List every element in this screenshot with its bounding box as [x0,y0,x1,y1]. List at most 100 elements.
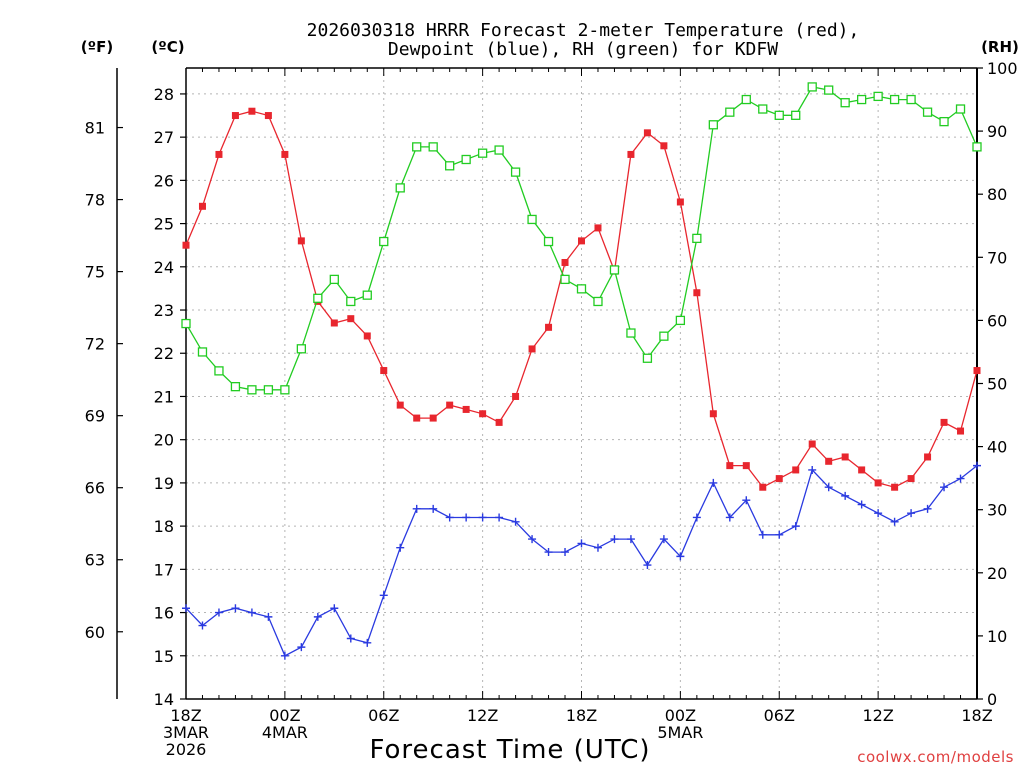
data-point [429,414,437,422]
watermark: coolwx.com/models [857,748,1014,766]
data-point [197,347,208,357]
data-point [693,289,701,297]
rh-tick-label: 100 [987,59,1018,78]
data-point [824,85,834,95]
data-point [263,385,274,395]
data-point [379,236,389,247]
celsius-axis: 14 15 16 17 18 19 20 21 22 23 24 25 26 27 28 [154,85,186,709]
data-point [578,237,585,245]
data-point [230,382,241,392]
data-point [396,401,404,409]
data-point [215,150,223,158]
data-point [923,504,932,513]
time-tick-label: 12Z [467,706,498,725]
data-point [528,535,537,544]
time-tick-label: 06Z [368,706,399,725]
data-point [510,167,521,177]
data-point [742,462,750,470]
data-point [792,466,800,474]
data-point [692,513,701,522]
data-point [940,418,948,426]
celsius-tick-label: 15 [154,647,174,666]
data-point [462,405,470,413]
data-point [775,475,783,483]
data-point [280,385,290,395]
data-point [181,318,191,329]
data-point [363,638,372,647]
data-point [955,104,966,114]
data-point [346,634,355,643]
data-point [676,552,685,561]
data-point [313,612,322,621]
data-point [296,344,307,354]
data-point [512,392,520,400]
fahrenheit-tick-label: 72 [85,335,105,354]
data-point [396,543,405,552]
fahrenheit-tick-label: 66 [85,479,105,498]
data-point [841,453,849,461]
data-point [594,224,602,232]
data-point [560,274,570,285]
data-point [330,604,339,613]
rh-axis: 0 10 20 30 40 50 60 70 80 90 100 [977,59,1018,709]
series-dewpoint [182,461,981,660]
celsius-tick-label: 20 [154,431,174,450]
data-point [297,643,306,652]
data-point [856,94,867,105]
data-point [709,410,717,418]
data-point [198,621,207,630]
data-point [445,161,455,171]
data-point [413,414,421,422]
data-point [708,120,718,130]
data-point [840,98,850,108]
time-tick-label: 3MAR [163,723,209,742]
data-point [214,366,224,376]
data-point [297,237,305,245]
fahrenheit-tick-label: 60 [85,623,105,642]
rh-tick-label: 40 [987,438,1007,457]
rh-tick-label: 10 [987,627,1007,646]
data-point [610,535,619,544]
data-point [907,475,915,483]
data-point [841,491,850,500]
data-point [543,236,554,247]
data-point [973,461,981,470]
data-point [807,82,817,92]
chart-axes [116,67,978,700]
data-point [247,385,257,395]
data-point [890,517,899,526]
celsius-tick-label: 26 [154,171,174,190]
time-tick-label: 06Z [764,706,795,725]
data-point [758,530,767,539]
data-point [972,142,982,152]
data-point [313,293,323,303]
data-point [214,608,223,617]
data-point [593,296,603,307]
rh-tick-label: 30 [987,501,1007,520]
data-point [858,466,866,474]
time-tick-label: 12Z [862,706,893,725]
unit-celsius-label: (ºC) [151,38,184,56]
series-line [185,110,978,489]
data-point [198,202,206,210]
data-point [363,332,371,340]
data-point [642,353,653,363]
data-point [576,284,587,294]
data-point [808,440,816,448]
data-point [231,112,239,120]
data-point [660,142,668,150]
time-tick-label: 18Z [566,706,597,725]
data-point [511,517,520,526]
data-point [577,539,586,548]
data-point [428,142,438,152]
data-point [446,401,454,409]
time-tick-label: 2026 [166,740,207,759]
data-point [247,608,256,617]
rh-tick-label: 80 [987,185,1007,204]
rh-tick-label: 70 [987,248,1007,267]
fahrenheit-tick-label: 78 [85,191,105,210]
data-point [726,462,734,470]
data-point [445,513,454,522]
data-point [346,296,356,307]
x-axis-label: Forecast Time (UTC) [369,735,650,765]
